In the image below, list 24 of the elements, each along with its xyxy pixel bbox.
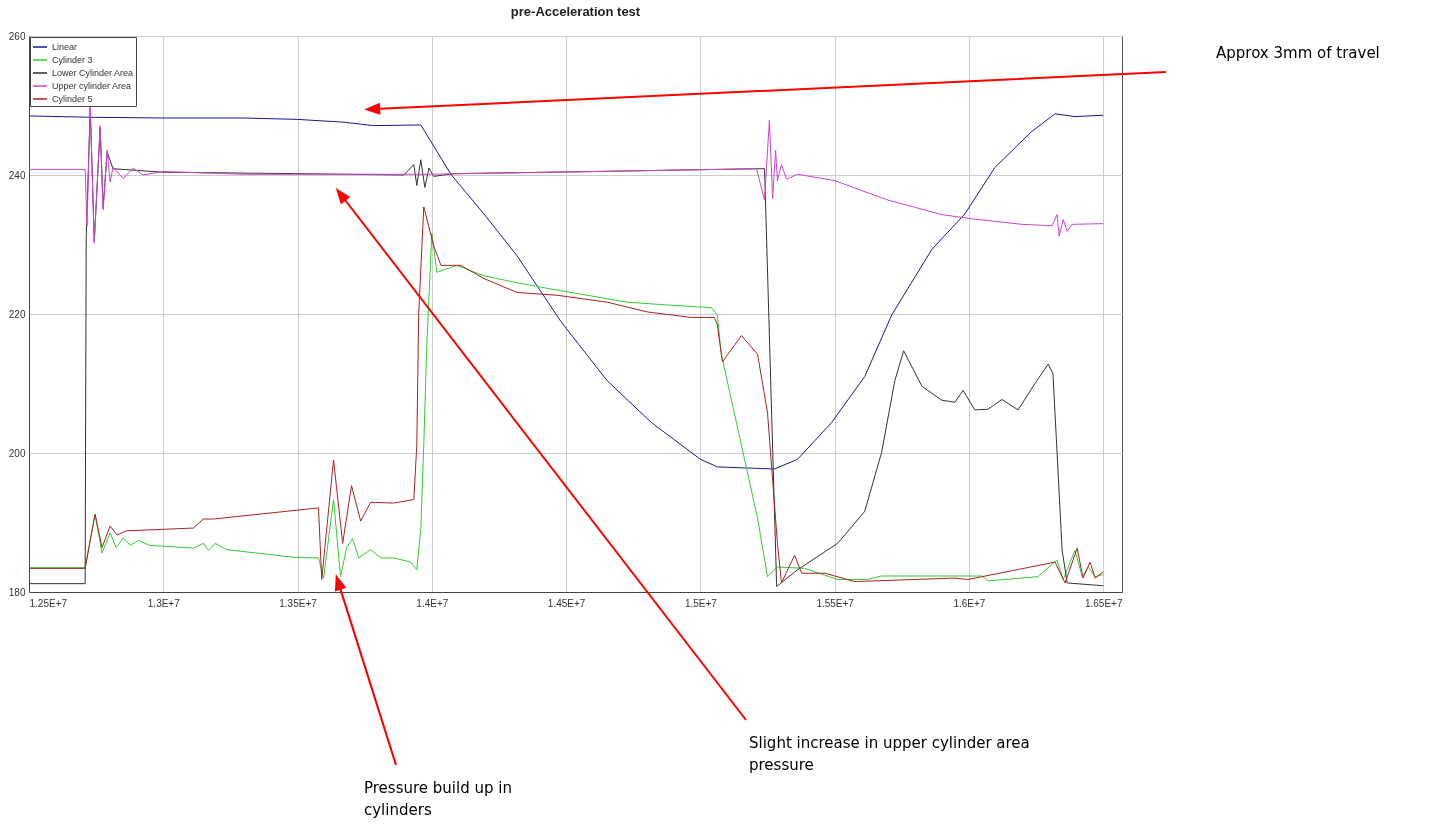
x-tick-label: 1.35E+7 <box>279 597 318 609</box>
x-tick-label: 1.6E+7 <box>953 597 986 609</box>
x-tick-label: 1.4E+7 <box>416 597 449 609</box>
y-tick-label: 200 <box>8 447 26 459</box>
y-tick-label: 260 <box>8 30 26 42</box>
legend-label: Linear <box>52 42 78 52</box>
text: Pressure build up in cylinders <box>364 779 512 819</box>
chart-title: pre-Acceleration test <box>510 4 641 19</box>
legend-label: Cylinder 5 <box>52 94 93 104</box>
x-tick-label: 1.55E+7 <box>816 597 855 609</box>
y-tick-label: 220 <box>8 308 26 320</box>
legend-label: Upper cylinder Area <box>52 81 132 91</box>
x-tick-label: 1.3E+7 <box>147 597 181 609</box>
legend-label: Lower Cylinder Area <box>52 68 134 78</box>
x-tick-label: 1.45E+7 <box>547 597 586 609</box>
x-tick-label: 1.65E+7 <box>1084 597 1123 609</box>
y-tick-label: 240 <box>8 169 26 181</box>
x-tick-label: 1.5E+7 <box>684 597 718 609</box>
line-series <box>29 113 1104 470</box>
text: Approx 3mm of travel <box>1216 44 1380 62</box>
text: Slight increase in upper cylinder area pressure <box>749 734 1030 774</box>
y-tick-label: 180 <box>8 586 26 598</box>
legend-label: Cylinder 3 <box>52 55 93 65</box>
x-tick-label: 1.25E+7 <box>29 597 68 609</box>
